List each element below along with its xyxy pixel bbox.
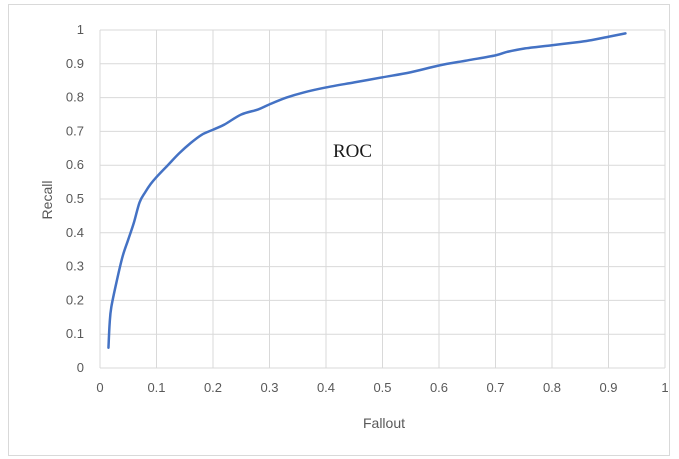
x-tick-label: 0.4 xyxy=(317,380,335,395)
y-tick-label: 0.9 xyxy=(66,56,84,71)
x-tick-label: 0.5 xyxy=(373,380,391,395)
x-tick-label: 0.8 xyxy=(543,380,561,395)
roc-annotation: ROC xyxy=(333,141,372,162)
roc-curve-line xyxy=(107,32,627,349)
y-tick-label: 1 xyxy=(77,22,84,37)
y-tick-label: 0.1 xyxy=(66,326,84,341)
x-tick-label: 0.9 xyxy=(599,380,617,395)
x-tick-label: 0.3 xyxy=(260,380,278,395)
y-tick-labels: 0 0.1 0.2 0.3 0.4 0.5 0.6 0.7 0.8 0.9 1 xyxy=(66,22,84,375)
x-tick-label: 0.7 xyxy=(486,380,504,395)
x-tick-label: 0.2 xyxy=(204,380,222,395)
x-axis-title: Fallout xyxy=(363,415,405,431)
y-tick-label: 0.3 xyxy=(66,259,84,274)
y-tick-label: 0.2 xyxy=(66,292,84,307)
chart-frame xyxy=(8,4,670,456)
y-tick-label: 0.7 xyxy=(66,123,84,138)
x-tick-label: 1 xyxy=(661,380,668,395)
grid xyxy=(99,29,666,369)
x-tick-label: 0.1 xyxy=(147,380,165,395)
y-tick-label: 0.6 xyxy=(66,157,84,172)
y-axis-title: Recall xyxy=(39,181,55,220)
y-tick-label: 0.4 xyxy=(66,225,84,240)
y-tick-label: 0.5 xyxy=(66,191,84,206)
x-tick-label: 0.6 xyxy=(430,380,448,395)
x-tick-labels: 0 0.1 0.2 0.3 0.4 0.5 0.6 0.7 0.8 0.9 1 xyxy=(96,380,668,395)
y-tick-label: 0 xyxy=(77,360,84,375)
y-tick-label: 0.8 xyxy=(66,90,84,105)
x-tick-label: 0 xyxy=(96,380,103,395)
